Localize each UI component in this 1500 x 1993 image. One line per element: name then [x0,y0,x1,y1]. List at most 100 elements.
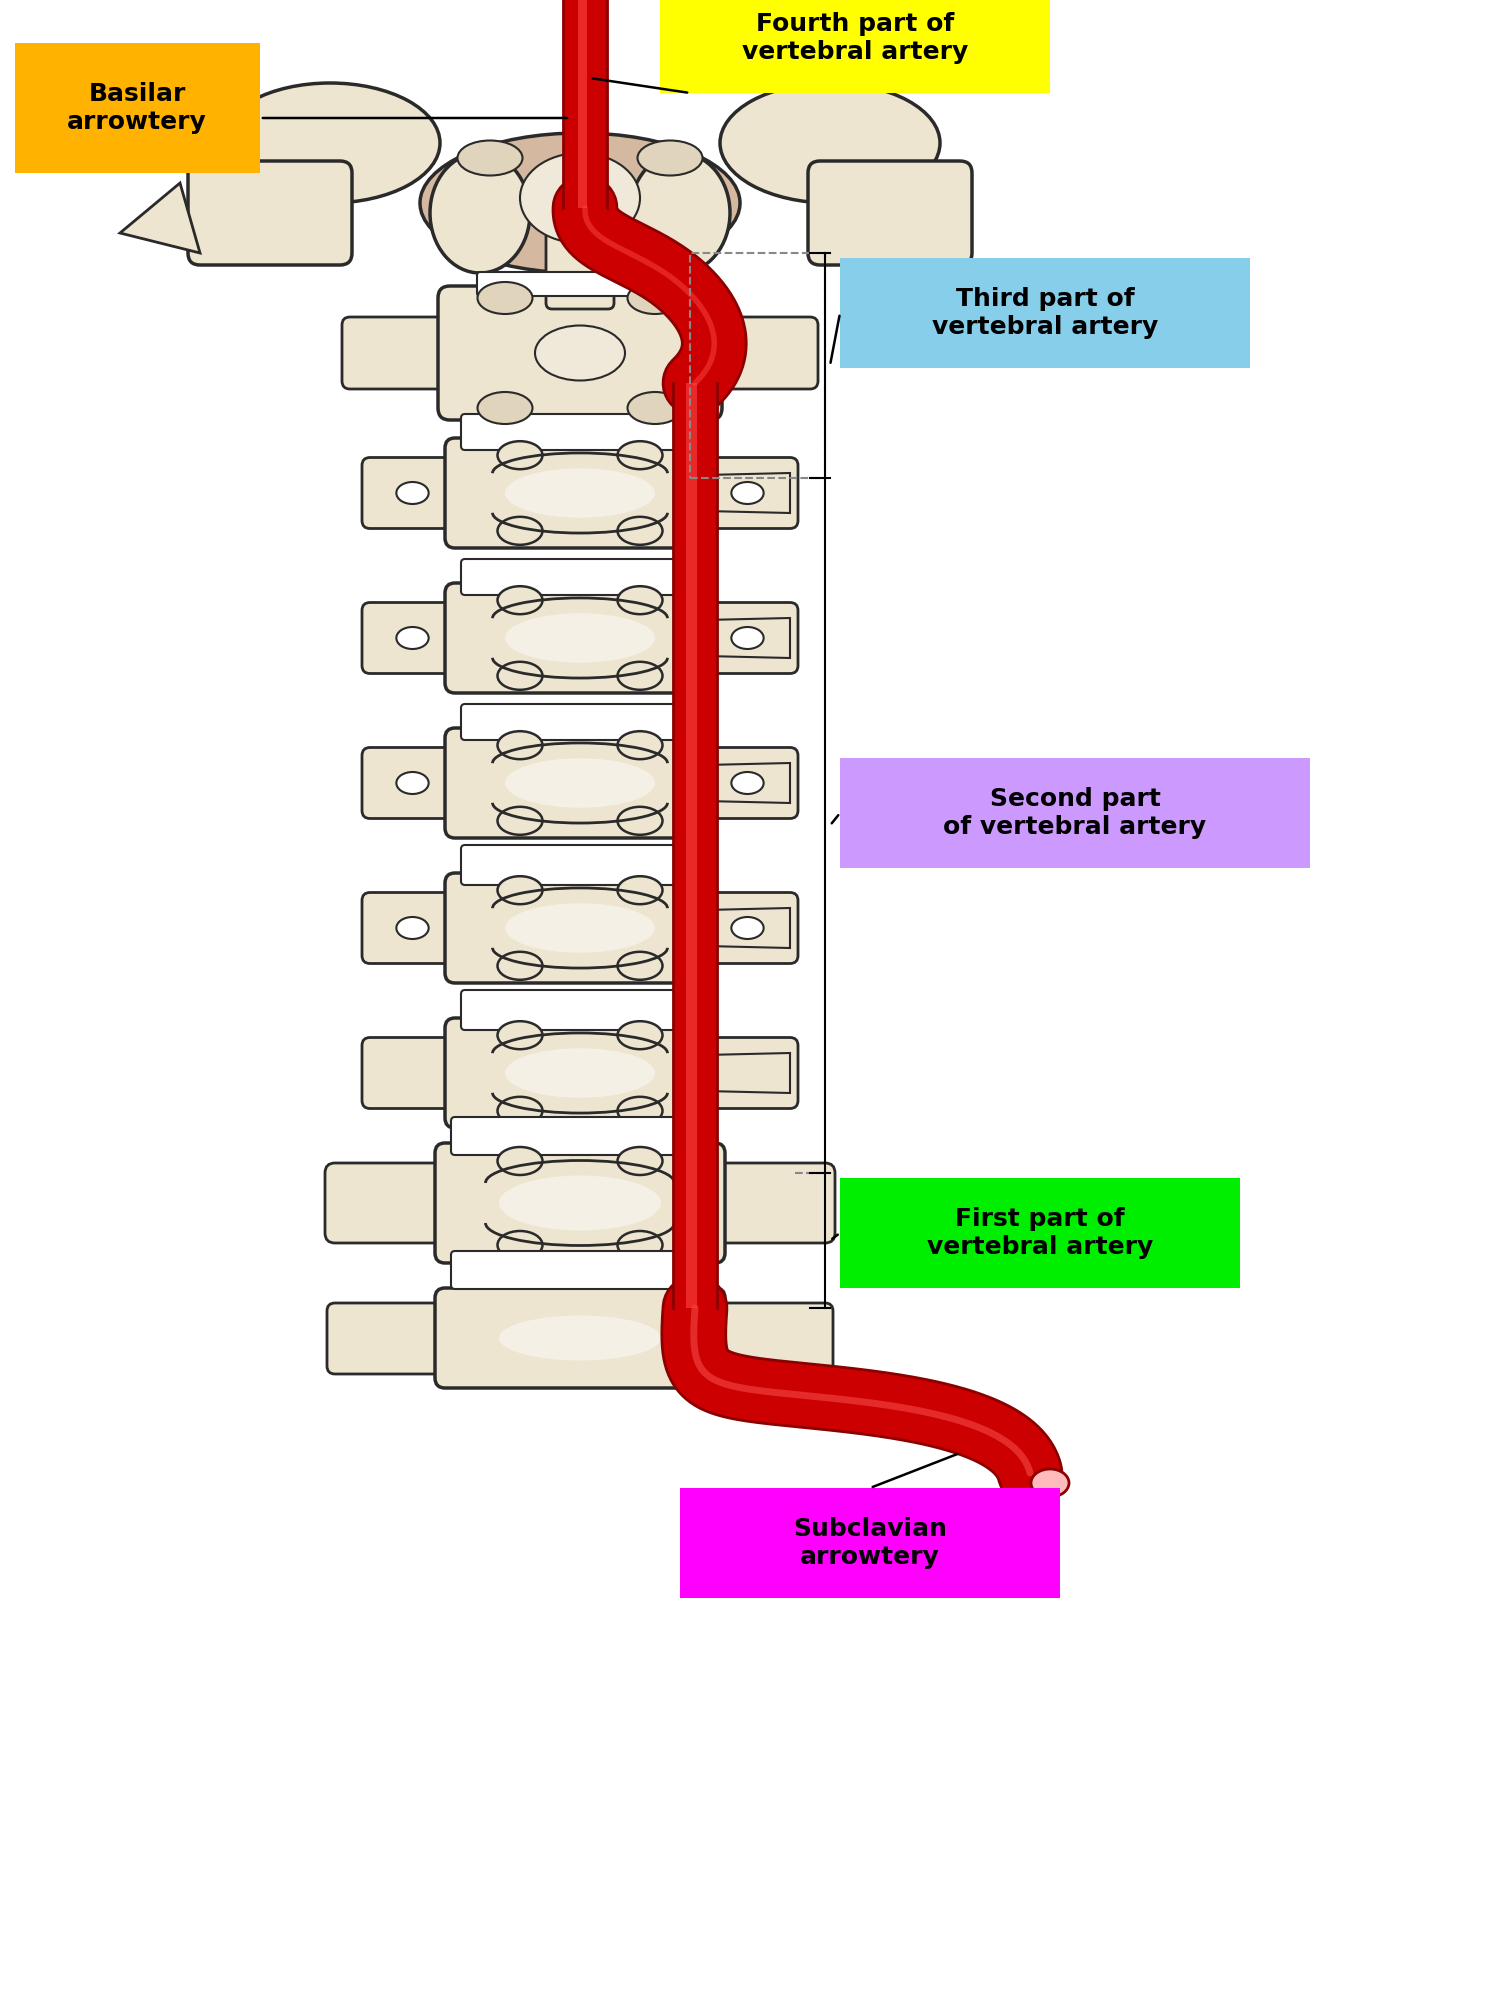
Text: Subclavian
arrowtery: Subclavian arrowtery [794,1517,946,1568]
Polygon shape [705,909,791,949]
FancyBboxPatch shape [435,1287,724,1387]
Text: Second part
of vertebral artery: Second part of vertebral artery [944,787,1206,839]
Ellipse shape [506,903,656,953]
Ellipse shape [498,1232,543,1260]
Ellipse shape [506,757,656,807]
Polygon shape [705,763,791,803]
FancyBboxPatch shape [452,1252,710,1289]
FancyBboxPatch shape [188,161,352,265]
FancyBboxPatch shape [460,558,699,596]
FancyBboxPatch shape [698,747,798,819]
Ellipse shape [420,134,740,273]
FancyBboxPatch shape [438,287,722,421]
Ellipse shape [618,516,663,544]
Ellipse shape [498,586,543,614]
FancyBboxPatch shape [840,257,1250,369]
FancyBboxPatch shape [460,845,699,885]
FancyBboxPatch shape [446,1018,716,1128]
Ellipse shape [396,771,429,793]
FancyBboxPatch shape [698,458,798,528]
Ellipse shape [732,771,764,793]
Ellipse shape [618,877,663,905]
Ellipse shape [396,628,429,650]
Ellipse shape [627,393,682,425]
FancyBboxPatch shape [808,161,972,265]
Ellipse shape [618,1148,663,1176]
Ellipse shape [520,153,640,243]
Ellipse shape [477,281,532,315]
Ellipse shape [720,84,940,203]
Ellipse shape [498,877,543,905]
Ellipse shape [458,140,522,175]
FancyBboxPatch shape [327,1303,453,1373]
FancyBboxPatch shape [477,271,682,297]
FancyBboxPatch shape [460,415,699,450]
Ellipse shape [618,1232,663,1260]
Ellipse shape [618,1020,663,1048]
FancyBboxPatch shape [326,1164,454,1244]
FancyBboxPatch shape [702,317,818,389]
FancyBboxPatch shape [446,438,716,548]
FancyBboxPatch shape [706,1303,833,1373]
Ellipse shape [498,1096,543,1124]
Ellipse shape [618,731,663,759]
Ellipse shape [627,281,682,315]
FancyBboxPatch shape [660,0,1050,94]
Ellipse shape [498,662,543,690]
Ellipse shape [506,1048,656,1098]
FancyBboxPatch shape [698,602,798,674]
FancyBboxPatch shape [446,873,716,983]
Ellipse shape [396,482,429,504]
Bar [690,253,825,478]
FancyBboxPatch shape [698,1038,798,1108]
Polygon shape [705,472,791,512]
FancyBboxPatch shape [362,1038,464,1108]
FancyBboxPatch shape [546,207,614,309]
Ellipse shape [536,325,626,381]
FancyBboxPatch shape [435,1144,724,1264]
Ellipse shape [430,153,530,273]
Ellipse shape [732,482,764,504]
Ellipse shape [500,1315,662,1361]
Ellipse shape [506,468,656,518]
FancyBboxPatch shape [840,757,1310,869]
Ellipse shape [618,440,663,468]
FancyBboxPatch shape [460,991,699,1030]
FancyBboxPatch shape [452,1116,710,1156]
Ellipse shape [732,628,764,650]
FancyBboxPatch shape [446,727,716,837]
Ellipse shape [498,807,543,835]
FancyBboxPatch shape [446,584,716,694]
FancyBboxPatch shape [362,747,464,819]
Ellipse shape [618,953,663,981]
Ellipse shape [498,731,543,759]
Ellipse shape [618,662,663,690]
Ellipse shape [396,917,429,939]
Polygon shape [705,618,791,658]
Ellipse shape [498,1020,543,1048]
FancyBboxPatch shape [15,44,260,173]
FancyBboxPatch shape [840,1178,1240,1287]
Ellipse shape [498,516,543,544]
Ellipse shape [618,1096,663,1124]
Text: Fourth part of
vertebral artery: Fourth part of vertebral artery [742,12,968,64]
Ellipse shape [630,153,730,273]
FancyBboxPatch shape [680,1489,1060,1598]
FancyBboxPatch shape [705,1164,836,1244]
Ellipse shape [732,917,764,939]
Ellipse shape [618,586,663,614]
Ellipse shape [498,440,543,468]
FancyBboxPatch shape [362,458,464,528]
FancyBboxPatch shape [342,317,458,389]
FancyBboxPatch shape [362,893,464,963]
Ellipse shape [638,140,702,175]
Text: First part of
vertebral artery: First part of vertebral artery [927,1208,1154,1260]
Ellipse shape [498,1148,543,1176]
Ellipse shape [220,84,440,203]
Ellipse shape [490,163,690,263]
Text: Third part of
vertebral artery: Third part of vertebral artery [932,287,1158,339]
Polygon shape [120,183,200,253]
Text: Basilar
arrowtery: Basilar arrowtery [68,82,207,134]
Ellipse shape [506,614,656,664]
Ellipse shape [500,1176,662,1230]
